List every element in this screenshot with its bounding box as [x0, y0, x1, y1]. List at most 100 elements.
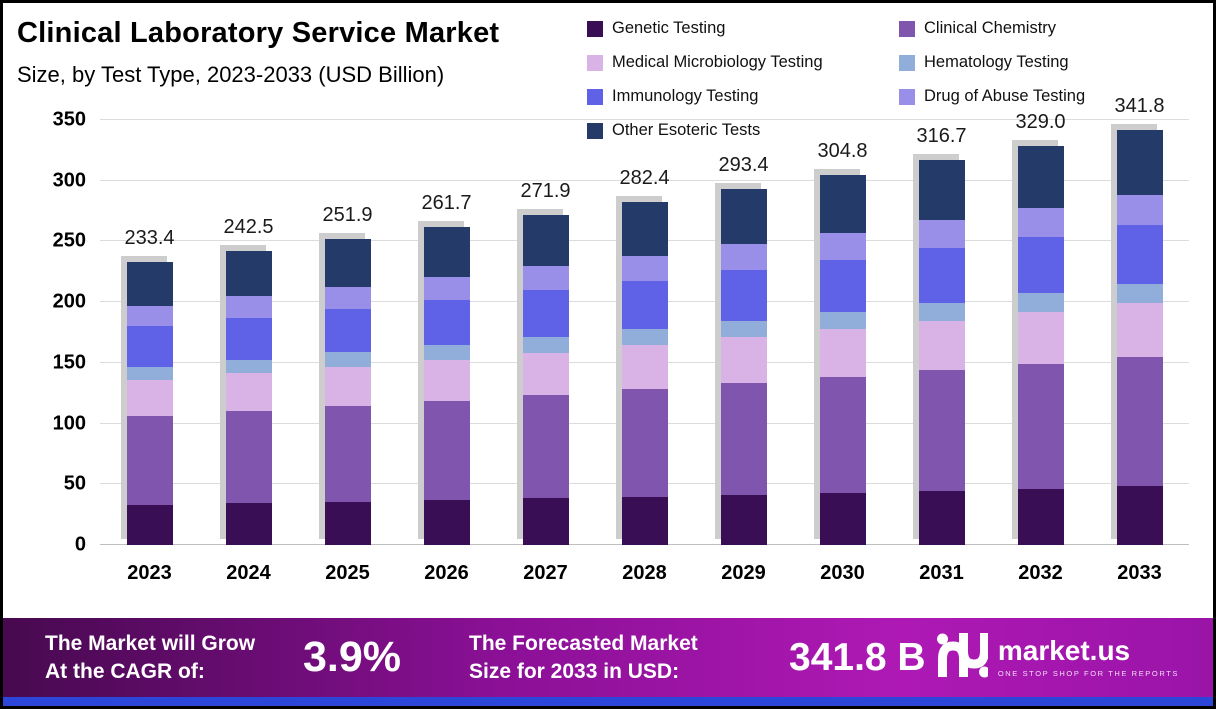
y-axis: 0 50 100 150 200 250 300 350 [17, 109, 92, 556]
x-axis-label: 2033 [1117, 562, 1162, 584]
segment-drug-of-abuse-testing [522, 266, 569, 291]
segment-immunology-testing [819, 259, 866, 312]
x-axis-label: 2026 [424, 562, 469, 584]
cagr-value: 3.9% [303, 633, 402, 681]
cagr-label-line1: The Market will Grow [45, 632, 256, 656]
legend-swatch [899, 20, 915, 37]
segment-genetic-testing [918, 490, 965, 545]
x-axis-label: 2031 [919, 562, 964, 584]
stacked-bar-2030 [819, 174, 866, 545]
y-tick-label: 250 [52, 229, 86, 252]
stacked-bar-2029 [720, 188, 767, 545]
bar-group-2025: 251.9 2025 [298, 120, 397, 584]
x-axis-label: 2025 [325, 562, 370, 584]
segment-other-esoteric-tests [225, 250, 272, 297]
segment-other-esoteric-tests [1017, 145, 1064, 208]
segment-hematology-testing [225, 359, 272, 374]
legend-label: Clinical Chemistry [924, 19, 1057, 37]
segment-clinical-chemistry [423, 400, 470, 501]
legend-swatch [587, 20, 603, 37]
legend-swatch [587, 122, 603, 139]
x-axis-label: 2032 [1018, 562, 1063, 584]
segment-hematology-testing [324, 352, 371, 367]
segment-hematology-testing [522, 337, 569, 353]
stacked-bar-2028 [621, 202, 668, 546]
segment-clinical-chemistry [819, 377, 866, 493]
segment-hematology-testing [720, 320, 767, 338]
segment-hematology-testing [918, 302, 965, 321]
segment-other-esoteric-tests [1116, 129, 1163, 195]
segment-immunology-testing [1017, 236, 1064, 294]
segment-genetic-testing [621, 496, 668, 546]
marketus-logo-icon [936, 632, 990, 683]
segment-immunology-testing [1116, 225, 1163, 284]
segment-other-esoteric-tests [621, 202, 668, 256]
brand-text: market.us ONE STOP SHOP FOR THE REPORTS [997, 635, 1179, 679]
legend-label: Medical Microbiology Testing [612, 53, 823, 71]
segment-immunology-testing [918, 248, 965, 303]
total-label: 271.9 [520, 179, 571, 202]
segment-other-esoteric-tests [819, 174, 866, 233]
segment-drug-of-abuse-testing [126, 305, 173, 327]
total-label: 242.5 [223, 215, 274, 238]
segment-immunology-testing [621, 280, 668, 330]
bar-group-2023: 233.4 2023 [100, 120, 199, 584]
bar-group-2032: 329.0 2032 [991, 111, 1090, 585]
total-label: 233.4 [124, 226, 175, 249]
segment-clinical-chemistry [1116, 356, 1163, 487]
bar-group-2024: 242.5 2024 [199, 120, 298, 584]
cagr-label-line2: At the CAGR of: [45, 659, 205, 683]
segment-hematology-testing [423, 344, 470, 360]
stacked-bar-2026 [423, 227, 470, 545]
forecast-label-line1: The Forecasted Market [469, 632, 698, 656]
y-tick-label: 100 [52, 412, 86, 435]
x-axis-label: 2030 [820, 562, 865, 584]
gridline [100, 179, 1189, 181]
segment-other-esoteric-tests [126, 261, 173, 306]
segment-medical-microbiology-testing [621, 345, 668, 390]
total-label: 293.4 [718, 153, 769, 176]
plot-area: 233.4 2023 242.5 2024 251.9 2025 261.7 2026 271.… [100, 95, 1189, 585]
segment-other-esoteric-tests [423, 227, 470, 277]
segment-genetic-testing [324, 501, 371, 546]
y-tick-label: 50 [63, 472, 86, 495]
segment-clinical-chemistry [324, 406, 371, 502]
x-axis-label: 2029 [721, 562, 766, 584]
stacked-bar-2025 [324, 239, 371, 546]
legend-label: Immunology Testing [612, 87, 759, 105]
legend-label: Hematology Testing [924, 53, 1069, 71]
segment-hematology-testing [819, 311, 866, 330]
segment-clinical-chemistry [126, 416, 173, 505]
legend-item-immunology-testing: Immunology Testing [587, 87, 899, 106]
chart-header: Clinical Laboratory Service Market Size,… [17, 17, 499, 88]
y-tick-label: 0 [74, 533, 86, 556]
segment-immunology-testing [126, 326, 173, 367]
legend-item-hematology-testing: Hematology Testing [899, 53, 1199, 72]
segment-drug-of-abuse-testing [918, 220, 965, 249]
segment-medical-microbiology-testing [324, 366, 371, 407]
x-axis-label: 2023 [127, 562, 172, 584]
segment-clinical-chemistry [522, 395, 569, 499]
segment-immunology-testing [423, 299, 470, 345]
segment-medical-microbiology-testing [918, 320, 965, 371]
x-axis-label: 2024 [226, 562, 271, 584]
legend-swatch [899, 54, 915, 71]
y-tick-label: 200 [52, 290, 86, 313]
brand-logo: market.us ONE STOP SHOP FOR THE REPORTS [936, 632, 1179, 683]
legend-swatch [587, 88, 603, 105]
segment-medical-microbiology-testing [819, 329, 866, 377]
brand-name: market.us [997, 635, 1131, 666]
bar-group-2027: 271.9 2027 [496, 120, 595, 584]
segment-hematology-testing [126, 366, 173, 380]
y-tick-label: 150 [52, 351, 86, 374]
legend-label: Drug of Abuse Testing [924, 87, 1086, 105]
segment-drug-of-abuse-testing [720, 244, 767, 271]
segment-medical-microbiology-testing [423, 359, 470, 401]
segment-medical-microbiology-testing [1017, 312, 1064, 364]
segment-medical-microbiology-testing [522, 352, 569, 396]
segment-other-esoteric-tests [720, 188, 767, 245]
stacked-bar-2031 [918, 160, 965, 545]
legend-item-other-esoteric-tests: Other Esoteric Tests [587, 121, 899, 140]
bar-group-2029: 293.4 2029 [694, 120, 793, 584]
y-tick-label: 350 [52, 108, 86, 131]
